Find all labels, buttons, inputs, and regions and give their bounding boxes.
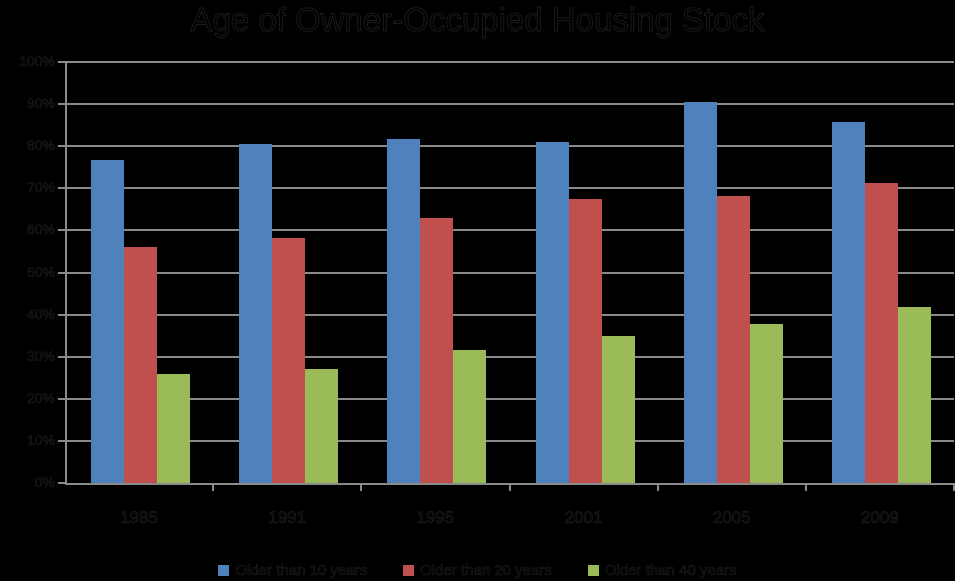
legend-item: Older than 40 years — [587, 560, 737, 580]
bar-1985-series-2 — [124, 247, 157, 483]
gridline — [65, 61, 954, 63]
gridline — [65, 229, 954, 232]
x-tick — [212, 483, 215, 491]
legend-label: Older than 40 years — [604, 561, 737, 579]
y-tick-label: 10% — [26, 431, 56, 449]
legend-item: Older than 20 years — [403, 560, 552, 580]
y-tick-label: 90% — [26, 95, 56, 112]
legend-swatch — [403, 564, 415, 576]
gridline — [65, 187, 954, 190]
x-tick — [953, 483, 955, 491]
y-tick — [58, 482, 65, 484]
y-tick-label: 100% — [19, 53, 55, 70]
y-tick — [58, 271, 65, 274]
bar-1991-series-1 — [239, 144, 273, 483]
bar-2009-series-2 — [864, 182, 898, 483]
y-tick-label: 60% — [26, 221, 56, 238]
x-tick-label: 1991 — [268, 508, 307, 528]
bar-2009-series-3 — [897, 307, 931, 483]
bar-2001-series-3 — [601, 336, 635, 483]
x-tick-label: 2001 — [564, 508, 603, 528]
bar-2001-series-2 — [568, 198, 602, 483]
bar-2009-series-1 — [831, 122, 865, 483]
chart-title: Age of Owner-Occupied Housing Stock — [190, 1, 765, 39]
bar-2005-series-3 — [749, 323, 783, 483]
y-tick-label: 30% — [26, 347, 56, 364]
gridline — [65, 397, 954, 400]
gridline — [65, 313, 954, 316]
legend-label: Older than 10 years — [235, 561, 368, 579]
x-tick — [508, 483, 511, 491]
y-tick — [58, 103, 65, 106]
plot-area: 0% 10% 20% 30% 40% 50% 60% 70% 80% 90% 100% 1985 199… — [19, 53, 955, 527]
legend-swatch — [218, 564, 230, 576]
x-tick-label: 1995 — [416, 508, 455, 528]
bar-1995-series-2 — [420, 218, 454, 483]
legend-item: Older than 10 years — [218, 560, 367, 580]
gridline — [65, 355, 954, 358]
y-tick-label: 40% — [26, 305, 56, 322]
x-tick-label: 1985 — [120, 508, 159, 528]
bar-2001-series-1 — [535, 142, 569, 483]
y-tick-label: 20% — [26, 389, 56, 406]
y-tick-label: 0% — [34, 474, 55, 491]
y-tick — [58, 229, 65, 232]
y-tick-label: 70% — [26, 179, 56, 196]
y-tick — [58, 439, 65, 442]
gridline — [65, 439, 954, 442]
y-tick-label: 50% — [26, 263, 56, 280]
gridline — [65, 145, 954, 148]
y-tick-label: 80% — [26, 137, 56, 154]
bar-2005-series-1 — [683, 102, 717, 483]
bar-1995-series-3 — [453, 349, 487, 483]
y-tick — [58, 355, 65, 358]
y-tick — [58, 187, 65, 190]
legend-label: Older than 20 years — [420, 561, 552, 579]
x-tick-label: 2009 — [860, 508, 900, 528]
bar-2005-series-2 — [716, 195, 750, 483]
y-tick — [58, 61, 65, 63]
bar-1995-series-1 — [387, 139, 421, 483]
bar-1991-series-2 — [272, 237, 306, 483]
y-tick — [58, 397, 65, 400]
bar-1985-series-3 — [157, 373, 190, 483]
bar-1985-series-1 — [91, 160, 124, 483]
y-tick — [58, 145, 65, 148]
x-tick-label: 2005 — [712, 508, 751, 528]
bar-1991-series-3 — [305, 368, 339, 483]
gridline — [65, 271, 954, 274]
y-tick — [58, 313, 65, 316]
x-tick — [804, 483, 807, 491]
x-tick — [656, 483, 659, 491]
x-tick — [360, 483, 363, 491]
gridline — [65, 103, 954, 106]
legend: Older than 10 years Older than 20 years Ol… — [0, 560, 955, 580]
legend-swatch — [587, 564, 599, 576]
